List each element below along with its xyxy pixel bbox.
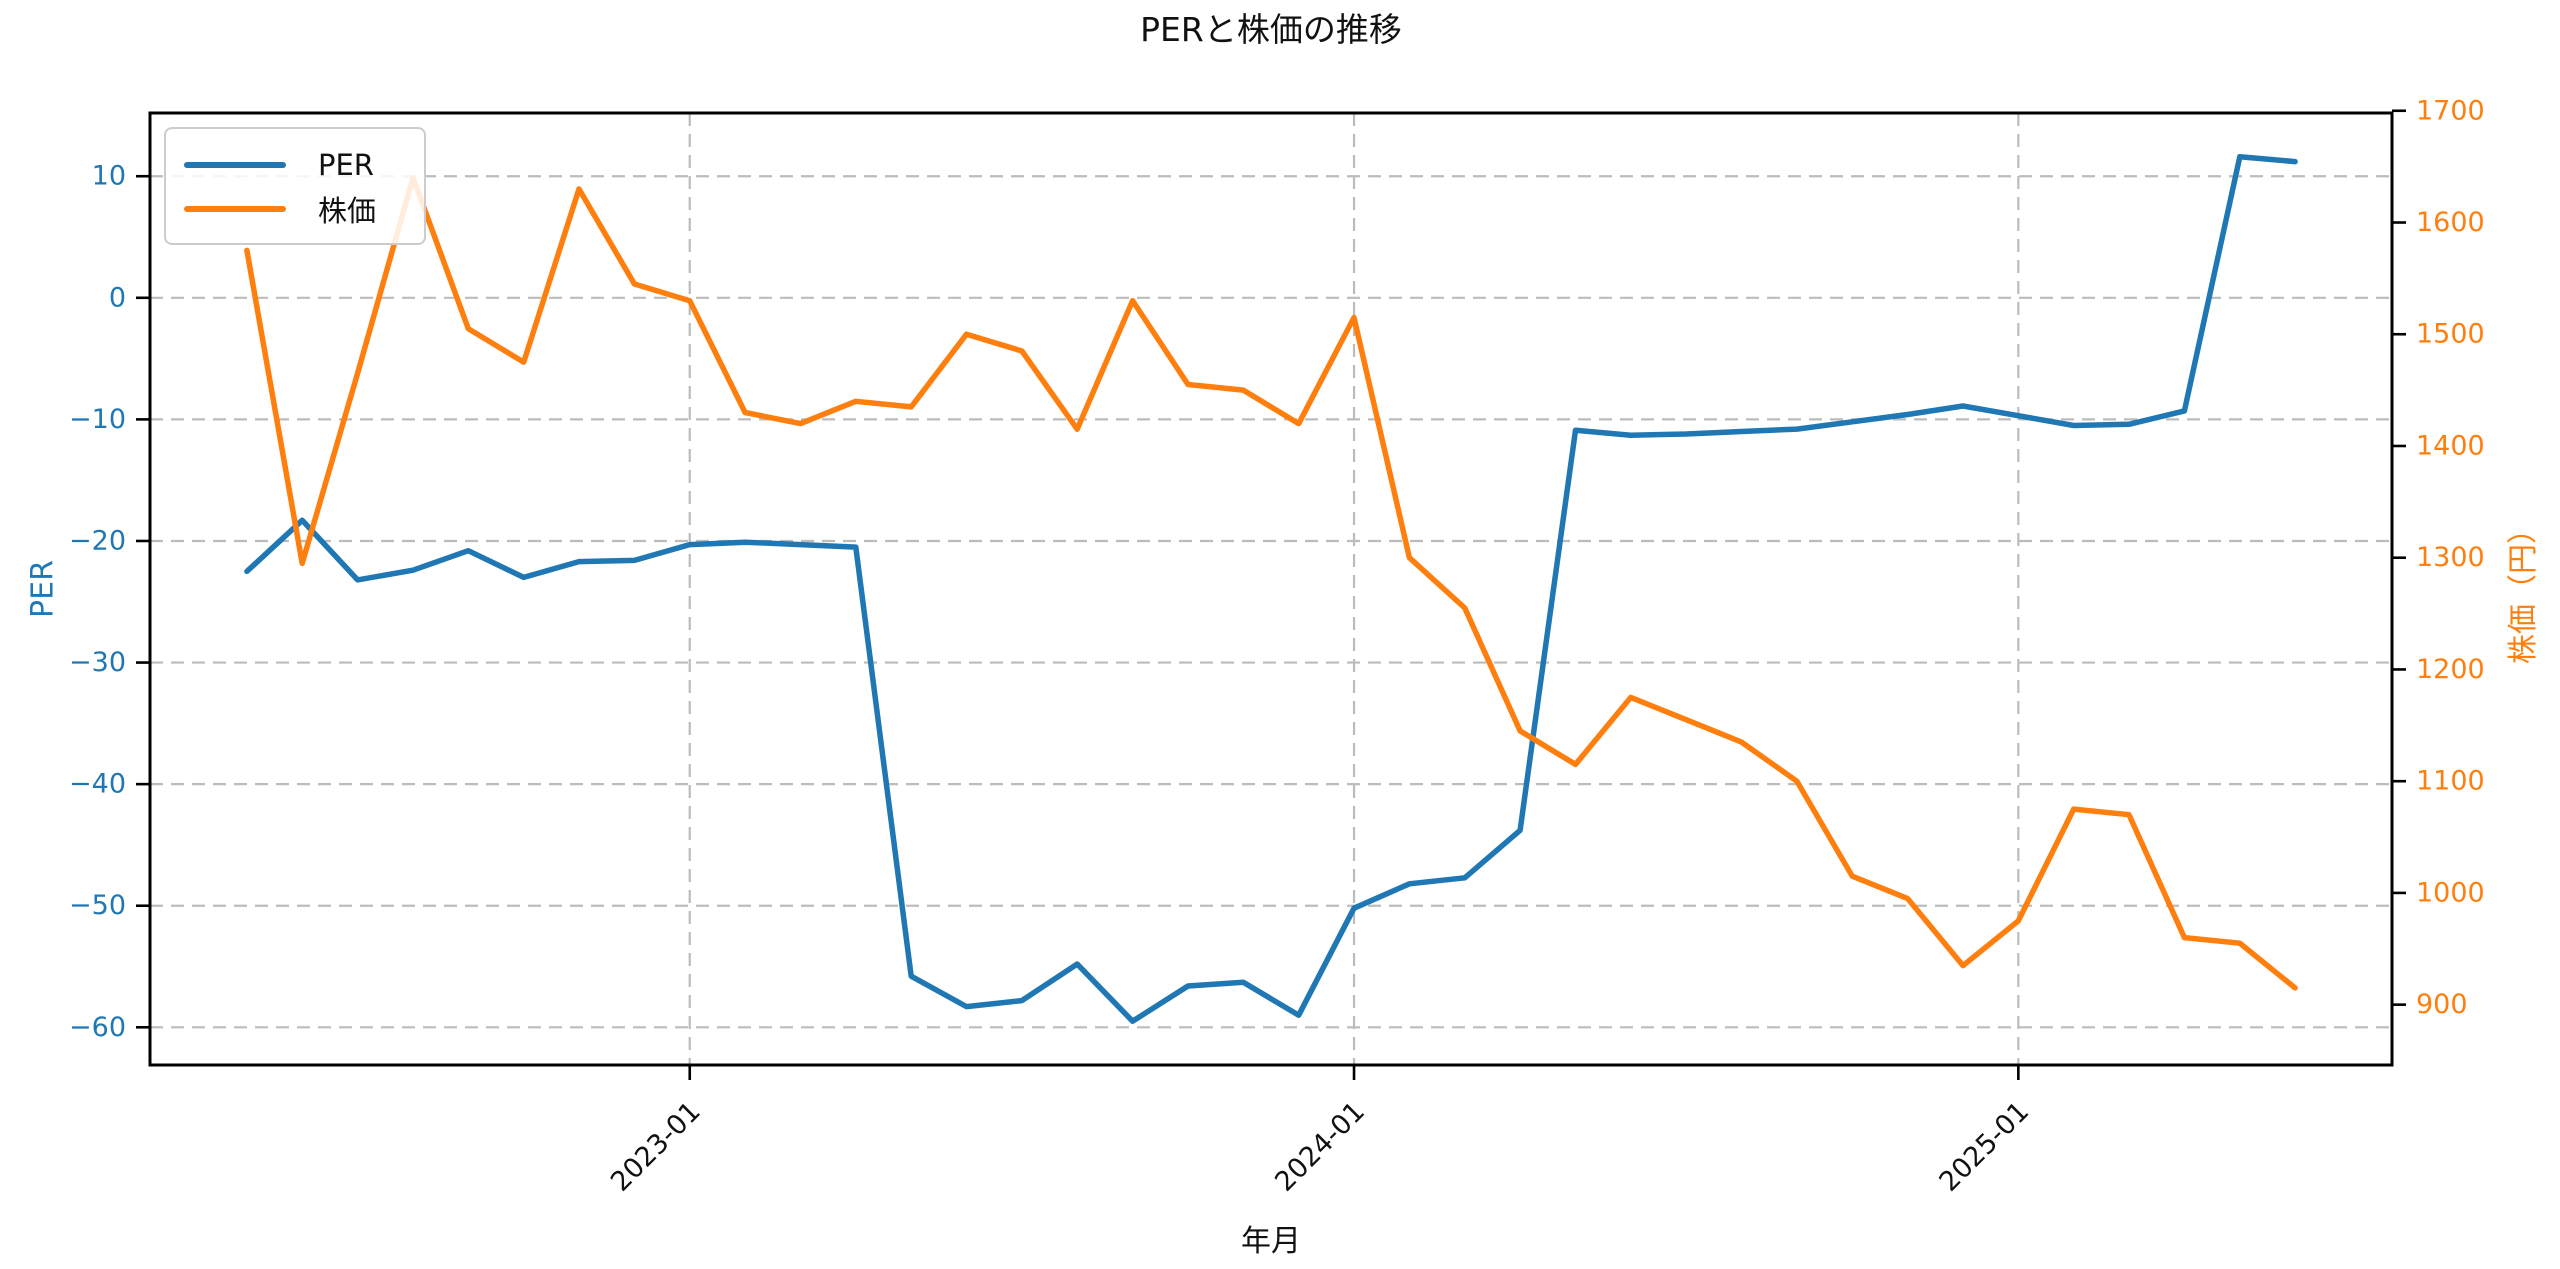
y-tick-label-right: 1400 xyxy=(2416,430,2485,461)
legend-label-price: 株価 xyxy=(318,194,377,228)
y-tick-label-right: 1300 xyxy=(2416,542,2485,573)
y-tick-label-right: 1500 xyxy=(2416,319,2485,350)
price-line xyxy=(244,175,2298,991)
y-tick-label-left: 0 xyxy=(109,282,126,313)
y-tick-label-left: −10 xyxy=(69,404,126,435)
legend: PER 株価 xyxy=(164,127,426,245)
y-tick-label-left: 10 xyxy=(92,161,126,192)
y-tick-label-right: 1100 xyxy=(2416,766,2485,797)
y-tick-label-left: −40 xyxy=(69,769,126,800)
per-line xyxy=(244,154,2298,1024)
y-tick-label-right: 1600 xyxy=(2416,207,2485,238)
x-tick-label: 2025-01 xyxy=(1934,1096,2036,1198)
y-tick-label-left: −60 xyxy=(69,1012,126,1043)
per-line-swatch xyxy=(184,162,286,168)
y-axis-label-left: PER xyxy=(25,560,61,618)
x-tick-label: 2024-01 xyxy=(1269,1096,1371,1198)
y-tick-label-right: 1700 xyxy=(2416,95,2485,126)
y-tick-label-left: −30 xyxy=(69,647,126,678)
price-line-swatch xyxy=(184,206,286,212)
chart-title: PERと株価の推移 xyxy=(1140,10,1402,49)
y-tick-label-right: 1000 xyxy=(2416,877,2485,908)
y-tick-label-right: 1200 xyxy=(2416,654,2485,685)
legend-item-per: PER xyxy=(166,143,424,187)
legend-label-per: PER xyxy=(318,148,374,182)
y-tick-label-left: −20 xyxy=(69,525,126,556)
x-tick-label: 2023-01 xyxy=(605,1096,707,1198)
plot-border xyxy=(148,111,2394,1067)
y-tick-label-right: 900 xyxy=(2416,989,2468,1020)
legend-item-price: 株価 xyxy=(166,187,424,231)
x-axis-label: 年月 xyxy=(1241,1224,1301,1259)
y-tick-label-left: −50 xyxy=(69,890,126,921)
y-axis-label-right: 株価（円） xyxy=(2506,514,2541,664)
